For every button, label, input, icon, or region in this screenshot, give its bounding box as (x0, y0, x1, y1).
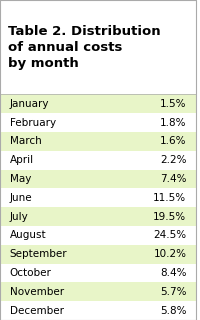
FancyBboxPatch shape (0, 301, 196, 320)
Text: 1.8%: 1.8% (160, 117, 186, 128)
FancyBboxPatch shape (0, 207, 196, 226)
Text: 10.2%: 10.2% (153, 249, 186, 259)
FancyBboxPatch shape (0, 113, 196, 132)
Text: 5.8%: 5.8% (160, 306, 186, 316)
Text: 8.4%: 8.4% (160, 268, 186, 278)
Text: May: May (10, 174, 31, 184)
Text: September: September (10, 249, 67, 259)
Text: November: November (10, 287, 64, 297)
Text: 19.5%: 19.5% (153, 212, 186, 222)
Text: August: August (10, 230, 46, 240)
FancyBboxPatch shape (0, 245, 196, 264)
Text: July: July (10, 212, 29, 222)
FancyBboxPatch shape (0, 188, 196, 207)
Text: April: April (10, 155, 34, 165)
Text: February: February (10, 117, 56, 128)
FancyBboxPatch shape (0, 170, 196, 188)
Text: June: June (10, 193, 32, 203)
Text: January: January (10, 99, 49, 109)
Text: Table 2. Distribution
of annual costs
by month: Table 2. Distribution of annual costs by… (8, 25, 160, 70)
Text: 2.2%: 2.2% (160, 155, 186, 165)
FancyBboxPatch shape (0, 264, 196, 282)
Text: October: October (10, 268, 52, 278)
Text: 5.7%: 5.7% (160, 287, 186, 297)
Text: 7.4%: 7.4% (160, 174, 186, 184)
FancyBboxPatch shape (0, 151, 196, 170)
Text: December: December (10, 306, 64, 316)
FancyBboxPatch shape (0, 132, 196, 151)
Text: 24.5%: 24.5% (153, 230, 186, 240)
FancyBboxPatch shape (0, 226, 196, 245)
Text: March: March (10, 136, 42, 147)
Text: 1.5%: 1.5% (160, 99, 186, 109)
FancyBboxPatch shape (0, 94, 196, 113)
FancyBboxPatch shape (0, 0, 196, 94)
Text: 1.6%: 1.6% (160, 136, 186, 147)
Text: 11.5%: 11.5% (153, 193, 186, 203)
FancyBboxPatch shape (0, 282, 196, 301)
